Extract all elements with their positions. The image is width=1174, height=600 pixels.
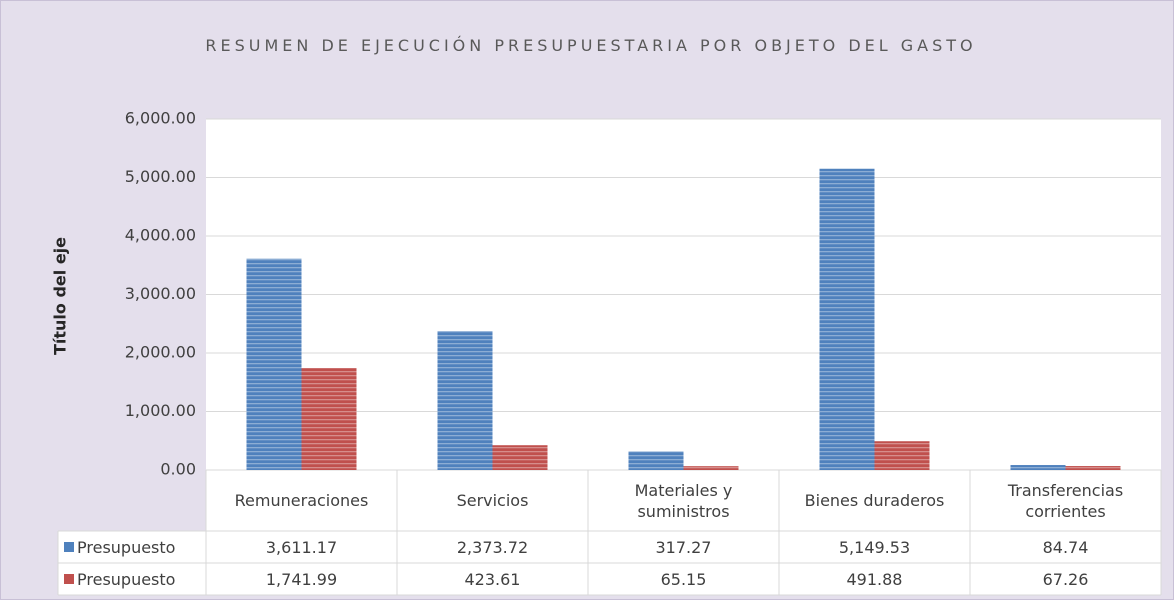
table-value: 65.15 (660, 569, 707, 589)
y-tick-label: 4,000.00 (125, 226, 196, 245)
legend-label: Presupuesto (77, 537, 176, 557)
bar (874, 441, 930, 470)
table-value: 2,373.72 (456, 537, 529, 557)
legend-swatch (64, 542, 74, 552)
y-tick-label: 2,000.00 (125, 343, 196, 362)
x-tick-label: Remuneraciones (234, 491, 369, 510)
y-tick-label: 3,000.00 (125, 284, 196, 303)
bar (628, 451, 684, 470)
y-tick-label: 0.00 (160, 460, 196, 479)
table-value: 84.74 (1042, 537, 1089, 557)
y-tick-label: 1,000.00 (125, 401, 196, 420)
legend-label: Presupuesto (77, 569, 176, 589)
bar (819, 168, 875, 470)
y-tick-label: 5,000.00 (125, 167, 196, 186)
table-value: 423.61 (464, 569, 521, 589)
bar (683, 466, 739, 470)
bar (246, 258, 302, 470)
bar (437, 331, 493, 470)
bar (492, 445, 548, 470)
chart-title: RESUMEN DE EJECUCIÓN PRESUPUESTARIA POR … (205, 36, 977, 55)
table-bg (206, 470, 1161, 531)
x-tick-label: Servicios (456, 491, 529, 510)
bar (301, 368, 357, 470)
table-value: 67.26 (1042, 569, 1089, 589)
table-value: 3,611.17 (265, 537, 338, 557)
x-tick-label: Transferencias corrientes (1007, 480, 1124, 521)
table-value: 317.27 (655, 537, 712, 557)
table-value: 5,149.53 (838, 537, 911, 557)
y-tick-label: 6,000.00 (125, 109, 196, 128)
x-tick-label: Materiales y suministros (634, 480, 733, 521)
y-axis-title: Título del eje (51, 237, 70, 355)
bar (1065, 466, 1121, 470)
legend-swatch (64, 574, 74, 584)
table-value: 491.88 (846, 569, 903, 589)
x-tick-label: Bienes duraderos (804, 491, 945, 510)
table-value: 1,741.99 (265, 569, 338, 589)
bar (1010, 465, 1066, 470)
